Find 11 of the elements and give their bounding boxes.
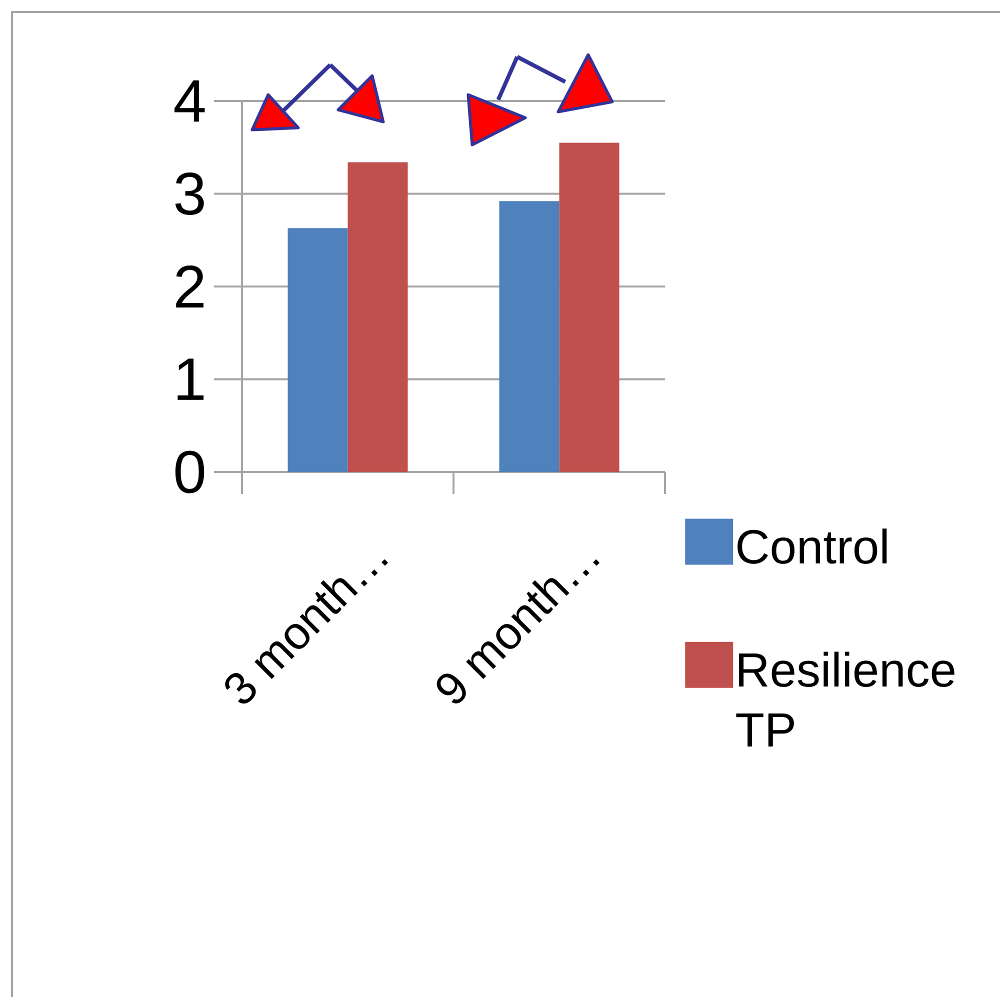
legend-label: Resilience TP xyxy=(736,652,954,746)
y-tick-label: 2 xyxy=(176,266,204,308)
y-tick-label: 1 xyxy=(178,358,204,400)
legend-label: Control xyxy=(738,528,887,564)
bar xyxy=(288,228,348,472)
bar xyxy=(499,201,560,472)
bar xyxy=(559,142,620,472)
y-tick-label: 0 xyxy=(175,450,204,494)
y-tick-label: 3 xyxy=(175,172,204,215)
bar xyxy=(348,162,408,472)
y-tick-label: 4 xyxy=(174,80,205,122)
